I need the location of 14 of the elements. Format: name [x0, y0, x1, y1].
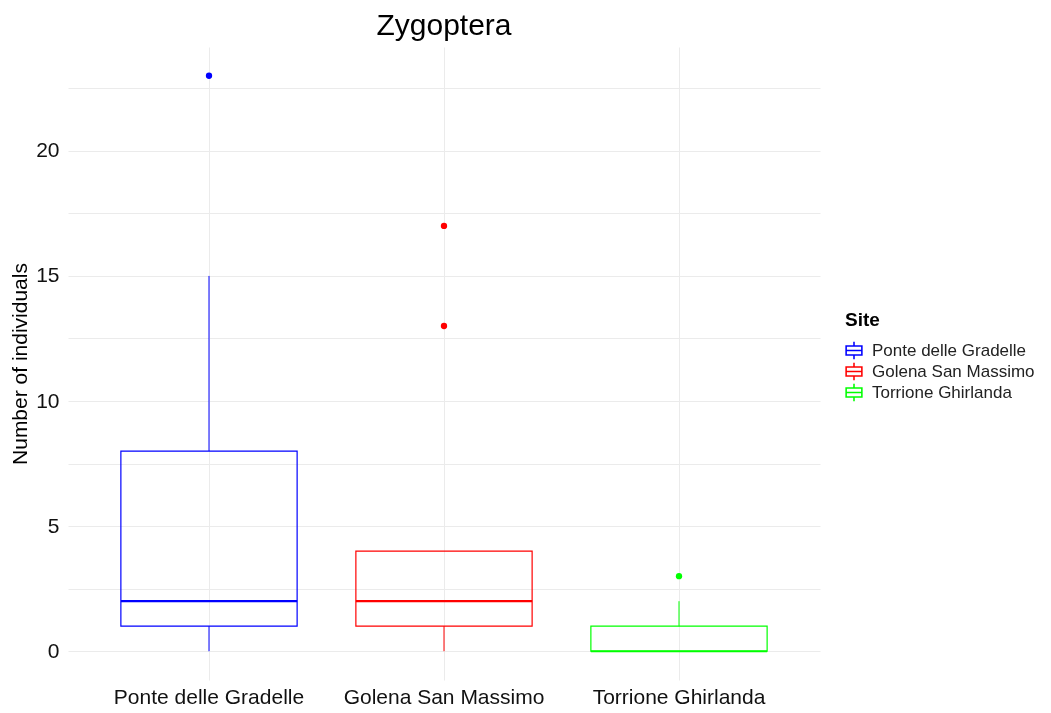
y-tick-label: 0	[47, 638, 60, 662]
chart-title: Zygoptera	[376, 8, 512, 41]
y-tick-label: 5	[47, 513, 60, 537]
legend-label: Torrione Ghirlanda	[872, 382, 1013, 402]
y-tick-label: 20	[36, 138, 60, 162]
legend-title: Site	[845, 308, 880, 330]
y-axis-title: Number of individuals	[8, 263, 32, 465]
x-tick-label: Ponte delle Gradelle	[113, 684, 305, 708]
y-tick-label: 15	[36, 263, 60, 287]
legend-label: Ponte delle Gradelle	[872, 340, 1027, 360]
x-tick-label: Golena San Massimo	[343, 684, 545, 708]
legend-label: Golena San Massimo	[872, 361, 1035, 381]
y-tick-label: 10	[36, 388, 60, 412]
x-tick-label: Torrione Ghirlanda	[592, 684, 766, 708]
